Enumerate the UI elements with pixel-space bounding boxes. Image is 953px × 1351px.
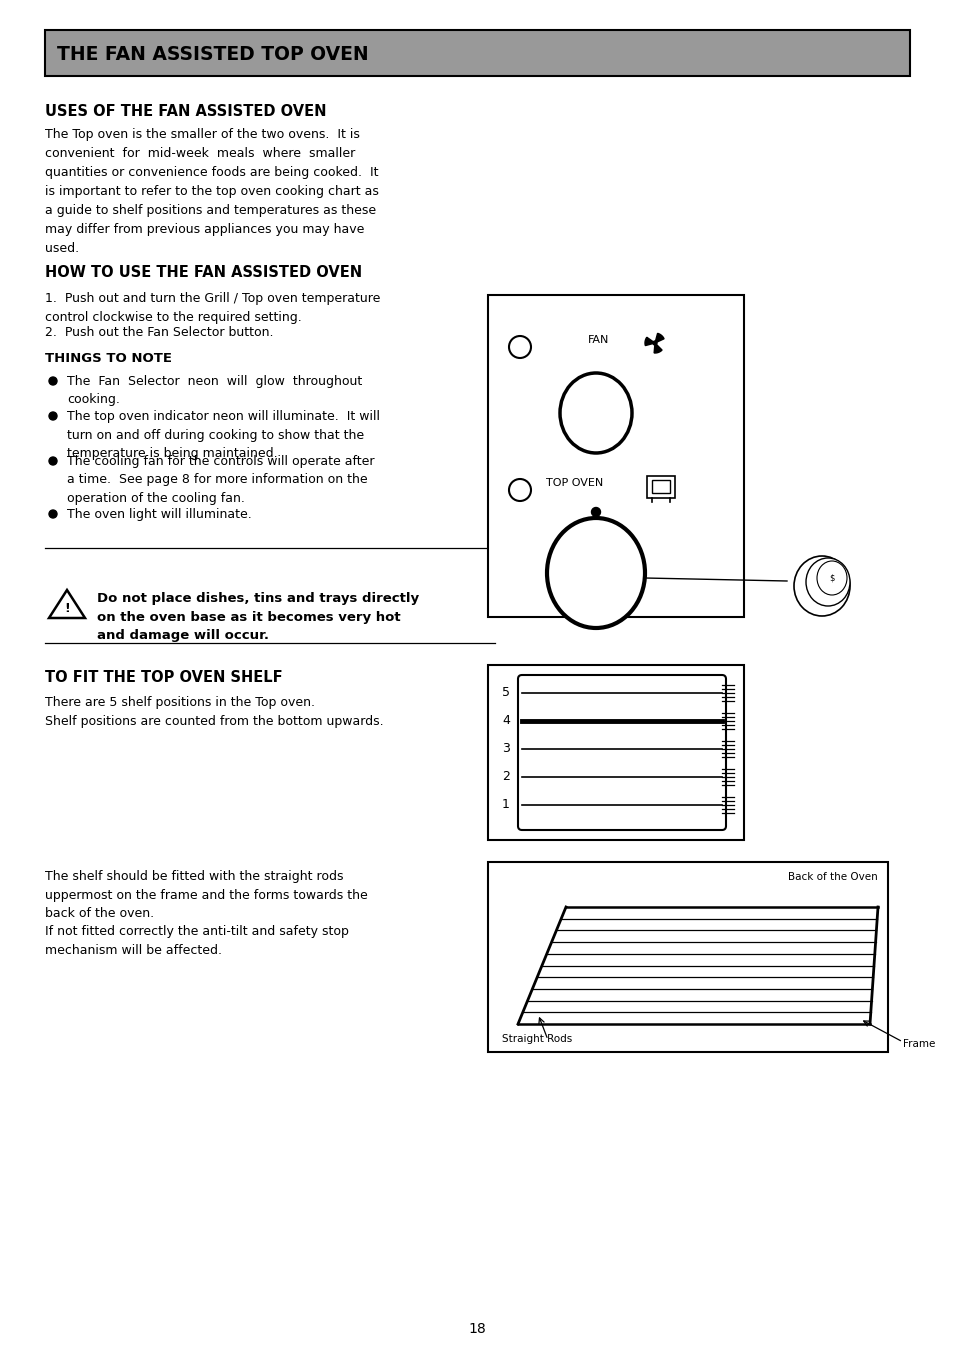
Bar xyxy=(45,30,909,76)
Circle shape xyxy=(49,412,57,420)
FancyBboxPatch shape xyxy=(517,676,725,830)
Bar xyxy=(488,295,743,617)
Ellipse shape xyxy=(546,517,644,628)
Circle shape xyxy=(509,336,531,358)
Text: THINGS TO NOTE: THINGS TO NOTE xyxy=(45,353,172,365)
Text: Straight Rods: Straight Rods xyxy=(501,1034,572,1044)
Text: The cooling fan for the controls will operate after
a time.  See page 8 for more: The cooling fan for the controls will op… xyxy=(67,455,375,505)
Circle shape xyxy=(652,340,657,345)
Text: 4: 4 xyxy=(501,715,509,727)
Text: The Top oven is the smaller of the two ovens.  It is
convenient  for  mid-week  : The Top oven is the smaller of the two o… xyxy=(45,128,378,255)
Text: The top oven indicator neon will illuminate.  It will
turn on and off during coo: The top oven indicator neon will illumin… xyxy=(67,409,379,459)
Polygon shape xyxy=(644,338,653,346)
Text: TO FIT THE TOP OVEN SHELF: TO FIT THE TOP OVEN SHELF xyxy=(45,670,282,685)
Circle shape xyxy=(591,508,599,516)
Circle shape xyxy=(49,509,57,517)
Text: 1.  Push out and turn the Grill / Top oven temperature
control clockwise to the : 1. Push out and turn the Grill / Top ove… xyxy=(45,292,380,323)
Polygon shape xyxy=(49,590,85,617)
Text: The oven light will illuminate.: The oven light will illuminate. xyxy=(67,508,252,521)
Circle shape xyxy=(49,457,57,465)
Text: HOW TO USE THE FAN ASSISTED OVEN: HOW TO USE THE FAN ASSISTED OVEN xyxy=(45,265,362,280)
Bar xyxy=(488,862,887,1052)
Text: 1: 1 xyxy=(501,798,509,812)
Bar xyxy=(488,665,743,840)
Text: !: ! xyxy=(64,603,70,615)
Text: 2.  Push out the Fan Selector button.: 2. Push out the Fan Selector button. xyxy=(45,326,274,339)
Circle shape xyxy=(49,377,57,385)
Text: 2: 2 xyxy=(501,770,509,784)
Text: The shelf should be fitted with the straight rods
uppermost on the frame and the: The shelf should be fitted with the stra… xyxy=(45,870,367,957)
Text: Do not place dishes, tins and trays directly
on the oven base as it becomes very: Do not place dishes, tins and trays dire… xyxy=(97,592,418,642)
Bar xyxy=(646,476,675,499)
Ellipse shape xyxy=(805,558,849,607)
Circle shape xyxy=(509,480,531,501)
Text: Frame: Frame xyxy=(902,1039,934,1048)
Text: THE FAN ASSISTED TOP OVEN: THE FAN ASSISTED TOP OVEN xyxy=(57,45,368,63)
Ellipse shape xyxy=(793,557,849,616)
Text: $: $ xyxy=(828,574,834,582)
Text: 3: 3 xyxy=(501,743,509,755)
Text: TOP OVEN: TOP OVEN xyxy=(545,478,602,488)
Text: 5: 5 xyxy=(501,686,510,700)
Text: There are 5 shelf positions in the Top oven.
Shelf positions are counted from th: There are 5 shelf positions in the Top o… xyxy=(45,696,383,727)
Text: The  Fan  Selector  neon  will  glow  throughout
cooking.: The Fan Selector neon will glow througho… xyxy=(67,376,362,407)
Text: USES OF THE FAN ASSISTED OVEN: USES OF THE FAN ASSISTED OVEN xyxy=(45,104,326,119)
Text: 18: 18 xyxy=(468,1323,485,1336)
Text: Back of the Oven: Back of the Oven xyxy=(787,871,877,882)
Polygon shape xyxy=(655,334,663,342)
Bar xyxy=(651,480,669,493)
Text: FAN: FAN xyxy=(587,335,609,345)
Ellipse shape xyxy=(816,561,846,594)
Polygon shape xyxy=(654,345,661,353)
Ellipse shape xyxy=(559,373,631,453)
